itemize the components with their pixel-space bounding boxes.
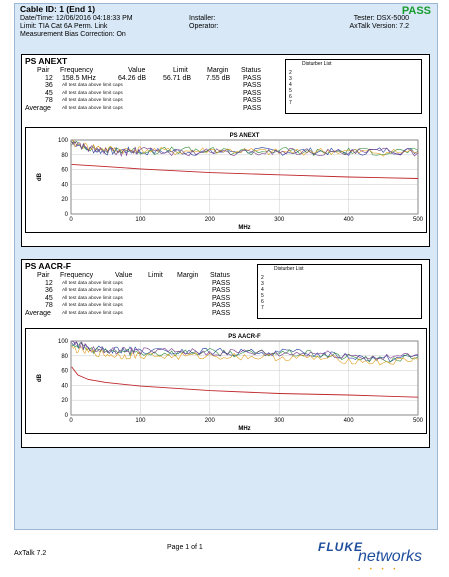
y-tick-label: 80 — [61, 354, 68, 360]
limit-line — [71, 163, 419, 179]
y-axis-label: dB — [37, 172, 43, 181]
y-tick-label: 80 — [61, 153, 68, 159]
plot-area — [70, 340, 419, 416]
x-axis-label: MHz — [238, 225, 250, 231]
anext-chart-svg: PS ANEXT 0 100 200 300 400 500 0 20 40 60 80 100 MHz d… — [37, 133, 424, 231]
col-status: Status — [241, 67, 261, 74]
series-line — [71, 342, 419, 363]
aacrf-title: PS AACR-F — [25, 261, 71, 271]
x-tick-label: 100 — [135, 418, 146, 424]
x-tick-label: 100 — [135, 217, 146, 223]
anext-chart: PS ANEXT 0 100 200 300 400 500 0 20 40 60 80 100 MHz d… — [25, 127, 427, 233]
y-tick-label: 100 — [58, 339, 69, 345]
report-sheet: Cable ID: 1 (End 1) Date/Time: 12/06/201… — [14, 3, 438, 530]
y-tick-label: 100 — [58, 138, 69, 144]
aacrf-chart: PS AACR-F 0 100 200 300 400 500 0 20 40 60 80 100 MHz… — [25, 328, 427, 434]
cable-id: Cable ID: 1 (End 1) — [20, 4, 96, 14]
x-tick-label: 0 — [69, 418, 73, 424]
x-tick-label: 400 — [344, 217, 355, 223]
x-tick-label: 500 — [413, 217, 424, 223]
x-tick-label: 0 — [69, 217, 73, 223]
logo-dots: • • • • — [358, 567, 400, 573]
y-tick-label: 0 — [65, 212, 69, 218]
y-tick-label: 60 — [61, 168, 68, 174]
series-line — [71, 345, 419, 366]
x-tick-label: 200 — [205, 217, 216, 223]
aacrf-disturber-list: Disturber List 2 3 4 5 6 7 — [257, 264, 422, 319]
chart-title: PS AACR-F — [228, 334, 261, 340]
bias-correction: Measurement Bias Correction: On — [20, 31, 126, 38]
series-line — [71, 140, 419, 157]
axtalk-version: AxTalk Version: 7.2 — [349, 23, 409, 30]
series-line — [71, 140, 419, 157]
aacrf-chart-svg: PS AACR-F 0 100 200 300 400 500 0 20 40 60 80 100 MHz… — [37, 334, 424, 432]
limit-line — [71, 366, 419, 398]
col-limit: Limit — [173, 67, 188, 74]
y-tick-label: 40 — [61, 182, 68, 188]
anext-title: PS ANEXT — [25, 56, 68, 66]
col-frequency: Frequency — [60, 67, 94, 74]
x-tick-label: 300 — [274, 217, 285, 223]
datetime: Date/Time: 12/06/2016 04:18:33 PM — [20, 15, 133, 22]
aacrf-panel: PS AACR-F Pair Frequency Value Limit Mar… — [21, 259, 430, 448]
series-line — [71, 340, 419, 360]
footer-app: AxTalk 7.2 — [14, 550, 47, 557]
col-pair: Pair — [37, 67, 50, 74]
y-tick-label: 20 — [61, 197, 68, 203]
operator: Operator: — [189, 23, 219, 30]
x-tick-label: 200 — [205, 418, 216, 424]
y-axis-label: dB — [37, 373, 43, 382]
tester: Tester: DSX-5000 — [353, 15, 409, 22]
overall-result: PASS — [401, 5, 431, 17]
anext-disturber-list: Disturber List 2 3 4 5 6 7 — [285, 59, 422, 114]
chart-title: PS ANEXT — [230, 133, 260, 139]
fluke-networks-logo: FLUKE networks • • • • — [318, 540, 423, 573]
y-tick-label: 0 — [65, 413, 69, 419]
limit: Limit: TIA Cat 6A Perm. Link — [20, 23, 108, 30]
footer-page: Page 1 of 1 — [167, 544, 203, 551]
disturber-items: 2 3 4 5 6 7 — [261, 275, 264, 311]
x-tick-label: 500 — [413, 418, 424, 424]
y-tick-label: 40 — [61, 383, 68, 389]
y-tick-label: 60 — [61, 369, 68, 375]
disturber-items: 2 3 4 5 6 7 — [289, 70, 292, 106]
anext-panel: PS ANEXT Pair Frequency Value Limit Marg… — [21, 54, 430, 247]
x-tick-label: 300 — [274, 418, 285, 424]
y-tick-label: 20 — [61, 398, 68, 404]
col-margin: Margin — [207, 67, 229, 74]
installer: Installer: — [189, 15, 216, 22]
x-axis-label: MHz — [238, 426, 250, 432]
col-value: Value — [128, 67, 146, 74]
x-tick-label: 400 — [344, 418, 355, 424]
